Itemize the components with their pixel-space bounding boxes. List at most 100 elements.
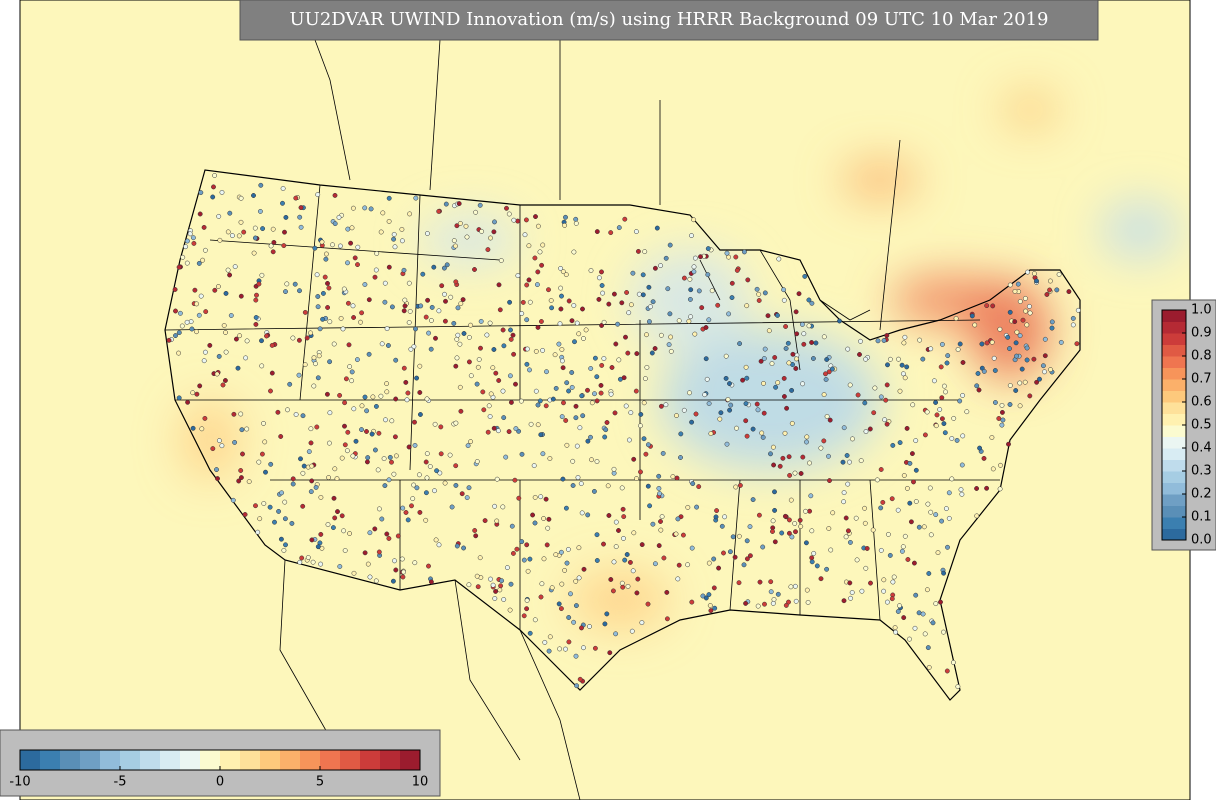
observation-dot (922, 631, 928, 637)
observation-dot (325, 280, 330, 286)
observation-dot (283, 542, 288, 548)
observation-dot (487, 320, 493, 326)
observation-dot (342, 548, 348, 553)
observation-dot (558, 306, 564, 312)
observation-dot (311, 383, 317, 389)
observation-dot (823, 371, 828, 377)
observation-dot (270, 226, 276, 232)
observation-dot (1054, 287, 1060, 293)
observation-dot (253, 503, 258, 509)
observation-dot (455, 305, 461, 311)
observation-dot (578, 481, 584, 487)
observation-dot (244, 426, 250, 432)
observation-dot (789, 387, 795, 393)
observation-dot (431, 264, 437, 270)
observation-dot (335, 509, 340, 515)
colorbar-swatch (320, 750, 341, 770)
observation-dot (1007, 282, 1013, 288)
observation-dot (779, 530, 785, 536)
observation-dot (545, 525, 551, 531)
observation-dot (955, 347, 961, 352)
observation-dot (642, 249, 648, 255)
observation-dot (558, 549, 564, 555)
observation-dot (573, 415, 579, 421)
observation-dot (349, 369, 355, 375)
observation-dot (668, 348, 674, 354)
observation-dot (476, 357, 482, 362)
observation-dot (1047, 287, 1053, 293)
observation-dot (350, 453, 356, 459)
observation-dot (345, 429, 351, 435)
observation-dot (348, 240, 354, 246)
side-colorbar-swatch (1162, 344, 1186, 357)
observation-dot (716, 565, 722, 571)
observation-dot (510, 332, 516, 338)
observation-dot (350, 303, 356, 309)
observation-dot (777, 463, 783, 469)
observation-dot (580, 413, 586, 419)
colorbar-swatch (200, 750, 221, 770)
observation-dot (594, 374, 600, 380)
observation-dot (362, 205, 368, 211)
observation-dot (417, 363, 423, 369)
observation-dot (935, 550, 941, 556)
observation-dot (475, 584, 481, 590)
observation-dot (312, 245, 318, 251)
observation-dot (974, 513, 980, 519)
side-colorbar-swatch (1162, 356, 1186, 368)
observation-dot (849, 590, 855, 595)
observation-dot (645, 483, 651, 489)
observation-dot (349, 225, 355, 231)
observation-dot (251, 250, 257, 256)
observation-dot (400, 574, 406, 580)
observation-dot (905, 557, 911, 562)
observation-dot (576, 331, 582, 337)
observation-dot (480, 389, 486, 395)
observation-dot (624, 552, 630, 557)
observation-dot (355, 262, 360, 268)
observation-dot (613, 519, 619, 525)
observation-dot (253, 315, 259, 320)
observation-dot (693, 411, 699, 417)
observation-dot (996, 416, 1002, 421)
observation-dot (981, 455, 987, 461)
observation-dot (468, 373, 474, 379)
observation-dot (1034, 379, 1040, 385)
observation-dot (393, 453, 399, 459)
observation-dot (705, 272, 711, 278)
observation-dot (1047, 278, 1053, 284)
observation-dot (399, 556, 405, 562)
colorbar-swatch (340, 750, 361, 770)
observation-dot (663, 255, 669, 261)
observation-dot (723, 353, 729, 359)
observation-dot (624, 290, 630, 295)
observation-dot (652, 346, 658, 351)
observation-dot (406, 444, 412, 450)
side-colorbar-tick-label: 0.9 (1191, 326, 1212, 341)
observation-dot (689, 599, 695, 605)
observation-dot (191, 240, 197, 246)
observation-dot (885, 362, 890, 368)
observation-dot (721, 550, 726, 556)
observation-dot (376, 549, 382, 555)
observation-dot (670, 474, 676, 480)
observation-dot (647, 503, 653, 509)
observation-dot (484, 332, 490, 338)
observation-dot (487, 414, 493, 419)
observation-dot (468, 322, 474, 328)
observation-dot (281, 243, 287, 249)
observation-dot (540, 347, 546, 353)
observation-dot (977, 445, 983, 451)
observation-dot (1056, 271, 1062, 277)
observation-dot (413, 195, 419, 201)
observation-dot (500, 327, 506, 333)
observation-dot (798, 471, 804, 476)
observation-dot (601, 541, 606, 547)
observation-dot (902, 533, 908, 539)
observation-dot (386, 264, 392, 270)
observation-dot (290, 481, 296, 487)
observation-dot (251, 193, 256, 198)
observation-dot (353, 438, 359, 444)
observation-dot (813, 340, 819, 346)
observation-dot (1017, 299, 1023, 304)
